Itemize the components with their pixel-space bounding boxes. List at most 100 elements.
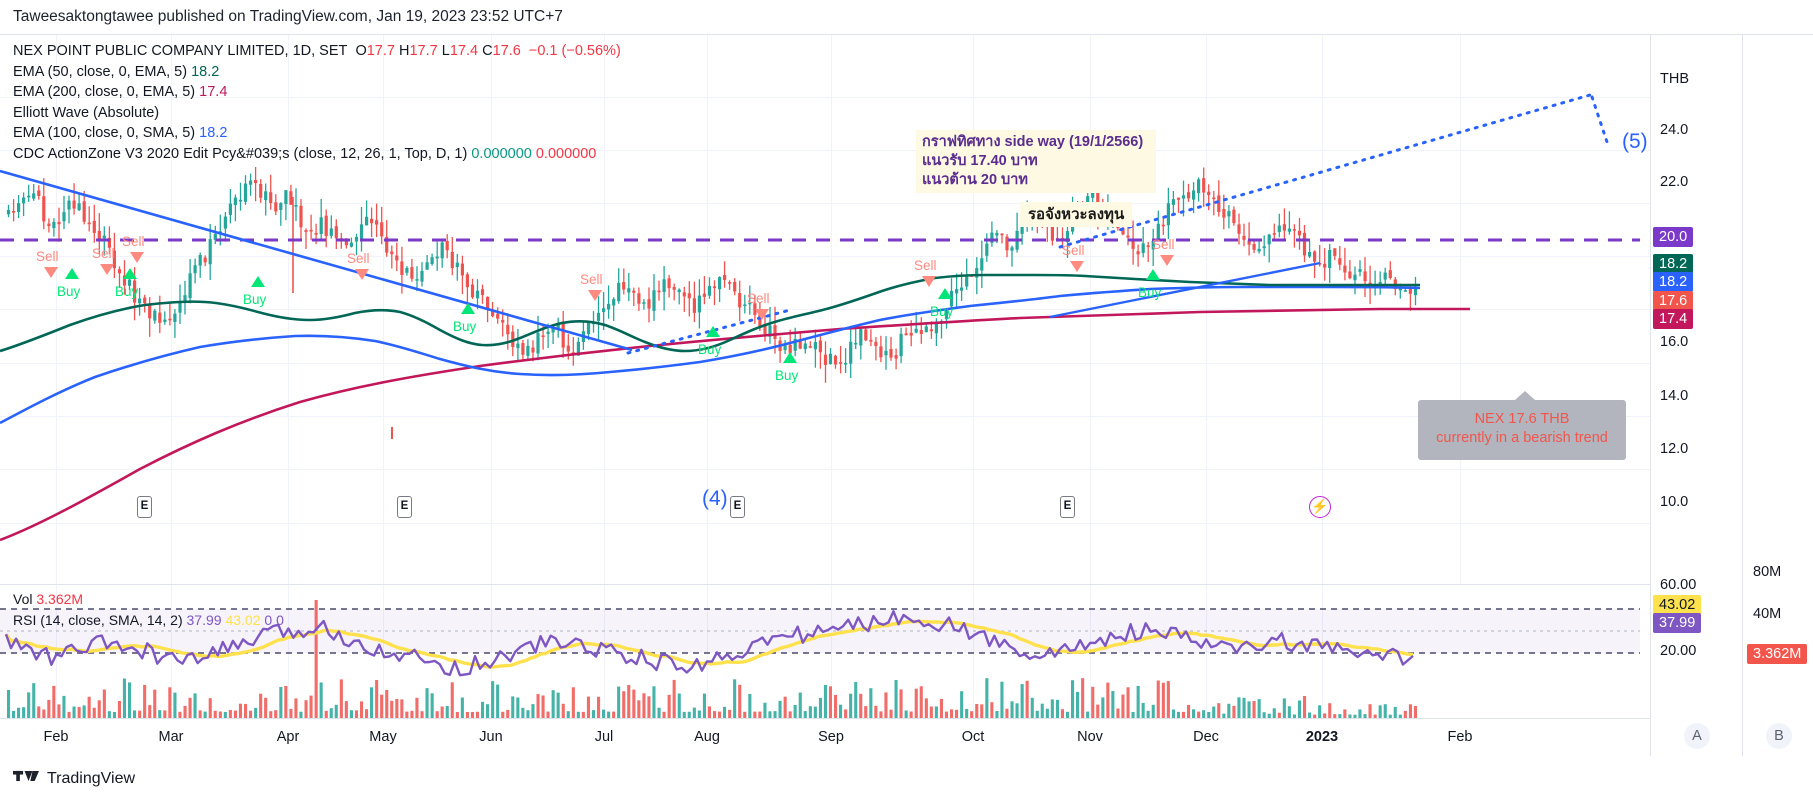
- price-axis-tag: 17.4: [1653, 309, 1694, 329]
- wave-projection-c: [1590, 95, 1610, 147]
- wave-label-4: (4): [702, 487, 728, 510]
- sell-arrow-icon: [355, 269, 369, 280]
- rsi-ma-value: 43.02: [225, 612, 261, 628]
- volume-axis-tick: 80M: [1753, 564, 1782, 580]
- buy-arrow-icon: [65, 268, 79, 279]
- buy-arrow-icon: [1146, 269, 1160, 280]
- grid-line: [0, 416, 1650, 417]
- legend-study-value: 17.4: [195, 84, 228, 100]
- legend-symbol-row[interactable]: NEX POINT PUBLIC COMPANY LIMITED, 1D, SE…: [13, 41, 621, 62]
- indicator-pane[interactable]: Vol 3.362M RSI (14, close, SMA, 14, 2) 3…: [0, 585, 1650, 718]
- legend-study-row[interactable]: CDC ActionZone V3 2020 Edit Pcy&#039;s (…: [13, 144, 621, 165]
- time-axis-tick: Feb: [43, 729, 69, 745]
- indicator-series-svg: [0, 600, 1640, 718]
- legend-o-value: 17.7: [366, 43, 395, 59]
- grid-line: [56, 585, 57, 718]
- earnings-marker[interactable]: E: [730, 496, 745, 518]
- volume-axis[interactable]: 80M 40M 3.362M B: [1742, 35, 1813, 757]
- wave-label-5: (5): [1622, 130, 1648, 153]
- callout-tail-icon: [1515, 391, 1535, 400]
- legend-study-row[interactable]: Elliott Wave (Absolute): [13, 103, 621, 124]
- legend-study-row[interactable]: EMA (200, close, 0, EMA, 5) 17.4: [13, 82, 621, 103]
- volume-scale-selector-b[interactable]: B: [1766, 723, 1792, 749]
- buy-arrow-icon: [783, 352, 797, 363]
- grid-line: [0, 203, 1650, 204]
- earnings-marker[interactable]: E: [397, 496, 412, 518]
- legend-study-name: EMA (100, close, 0, SMA, 5): [13, 125, 196, 141]
- legend-study-value: 18.2: [187, 63, 220, 80]
- time-axis-tick: Oct: [961, 729, 985, 745]
- indicator-legend: Vol 3.362M RSI (14, close, SMA, 14, 2) 3…: [13, 589, 284, 631]
- legend-c-value: 17.6: [492, 43, 521, 59]
- earnings-marker[interactable]: E: [137, 496, 152, 518]
- price-axis-tag: 18.2: [1653, 272, 1694, 292]
- sell-signal-label: Sell: [580, 272, 603, 287]
- sell-signal-label: Sell: [1152, 237, 1175, 252]
- legend-study-name: EMA (200, close, 0, EMA, 5): [13, 84, 196, 100]
- price-axis-tag: 17.6: [1653, 291, 1694, 311]
- callout-line-2: currently in a bearish trend: [1436, 430, 1608, 446]
- time-axis[interactable]: Feb Mar Apr May Jun Jul Aug Sep Oct Nov Dec 2023 Feb: [0, 718, 1650, 757]
- sell-signal-label: Sell: [347, 251, 370, 266]
- volume-axis-tag: 3.362M: [1747, 644, 1808, 664]
- volume-axis-tick: 40M: [1753, 606, 1782, 622]
- grid-line: [0, 469, 1650, 470]
- rsi-extra-2: 0: [276, 612, 284, 628]
- sell-signal-label: Sell: [914, 258, 937, 273]
- grid-line: [831, 585, 832, 718]
- buy-arrow-icon: [461, 303, 475, 314]
- footer: TradingView: [0, 756, 1813, 800]
- volume-label: Vol: [13, 591, 33, 607]
- sell-signal-label: Sell: [122, 234, 145, 249]
- grid-line: [288, 585, 289, 718]
- buy-signal-label: Buy: [775, 368, 799, 383]
- price-axis-tick: 16.0: [1660, 334, 1689, 350]
- buy-signal-label: Buy: [1138, 285, 1162, 300]
- legend-study-name: EMA (50, close, 0, EMA, 5): [13, 63, 188, 80]
- wave-projection-b: [1058, 93, 1592, 249]
- buy-signal-label: Buy: [57, 284, 81, 299]
- time-axis-tick: Sep: [818, 729, 844, 745]
- dividend-marker[interactable]: ⚡: [1309, 496, 1331, 518]
- price-scale-selector-a[interactable]: A: [1684, 723, 1710, 749]
- legend-c-label: C: [482, 43, 493, 59]
- legend-study-value: 18.2: [195, 125, 228, 141]
- price-axis-currency: THB: [1660, 71, 1689, 87]
- sell-arrow-icon: [588, 290, 602, 301]
- pane-separator[interactable]: [0, 584, 1650, 585]
- sideway-note: กราฟทิศทาง side way (19/1/2566) แนวรับ 1…: [916, 130, 1156, 193]
- publisher-info: Taweesaktongtawee published on TradingVi…: [0, 0, 1813, 34]
- buy-arrow-icon: [123, 268, 137, 279]
- grid-line: [604, 585, 605, 718]
- legend-study-row[interactable]: EMA (100, close, 0, SMA, 5) 18.2: [13, 123, 621, 144]
- sell-arrow-icon: [922, 276, 936, 287]
- bearish-trend-callout: NEX 17.6 THB currently in a bearish tren…: [1418, 391, 1626, 460]
- buy-signal-label: Buy: [930, 304, 954, 319]
- legend-symbol-title: NEX POINT PUBLIC COMPANY LIMITED, 1D, SE…: [13, 43, 348, 59]
- earnings-marker[interactable]: E: [1060, 496, 1075, 518]
- price-pane[interactable]: (4) (5) กราฟทิศทาง side way (19/1/2566) …: [0, 35, 1650, 584]
- rsi-label: RSI (14, close, SMA, 14, 2): [13, 612, 183, 628]
- grid-line: [0, 256, 1650, 257]
- price-axis[interactable]: THB 24.0 22.0 16.0 14.0 12.0 10.0 20.0 18.2 18.…: [1650, 35, 1742, 757]
- sell-signal-label: Sell: [747, 291, 770, 306]
- grid-line: [491, 585, 492, 718]
- buy-arrow-icon: [706, 326, 720, 337]
- grid-line: [707, 585, 708, 718]
- volume-value: 3.362M: [36, 591, 84, 607]
- grid-line: [383, 585, 384, 718]
- tradingview-logo-icon: [13, 768, 39, 789]
- legend-study-row[interactable]: EMA (50, close, 0, EMA, 5) 18.2: [13, 62, 621, 83]
- legend-change: −0.1 (−0.56%): [528, 43, 621, 59]
- sell-signal-label: Sell: [92, 246, 115, 261]
- price-axis-tick: 12.0: [1660, 441, 1689, 457]
- price-axis-tick: 24.0: [1660, 122, 1689, 138]
- rsi-value: 37.99: [186, 612, 222, 628]
- chart-legend: NEX POINT PUBLIC COMPANY LIMITED, 1D, SE…: [13, 41, 621, 164]
- buy-signal-label: Buy: [698, 342, 722, 357]
- sell-signal-label: Sell: [36, 249, 59, 264]
- time-axis-tick: 2023: [1305, 729, 1339, 745]
- time-axis-tick: May: [369, 729, 397, 745]
- grid-line: [1322, 585, 1323, 718]
